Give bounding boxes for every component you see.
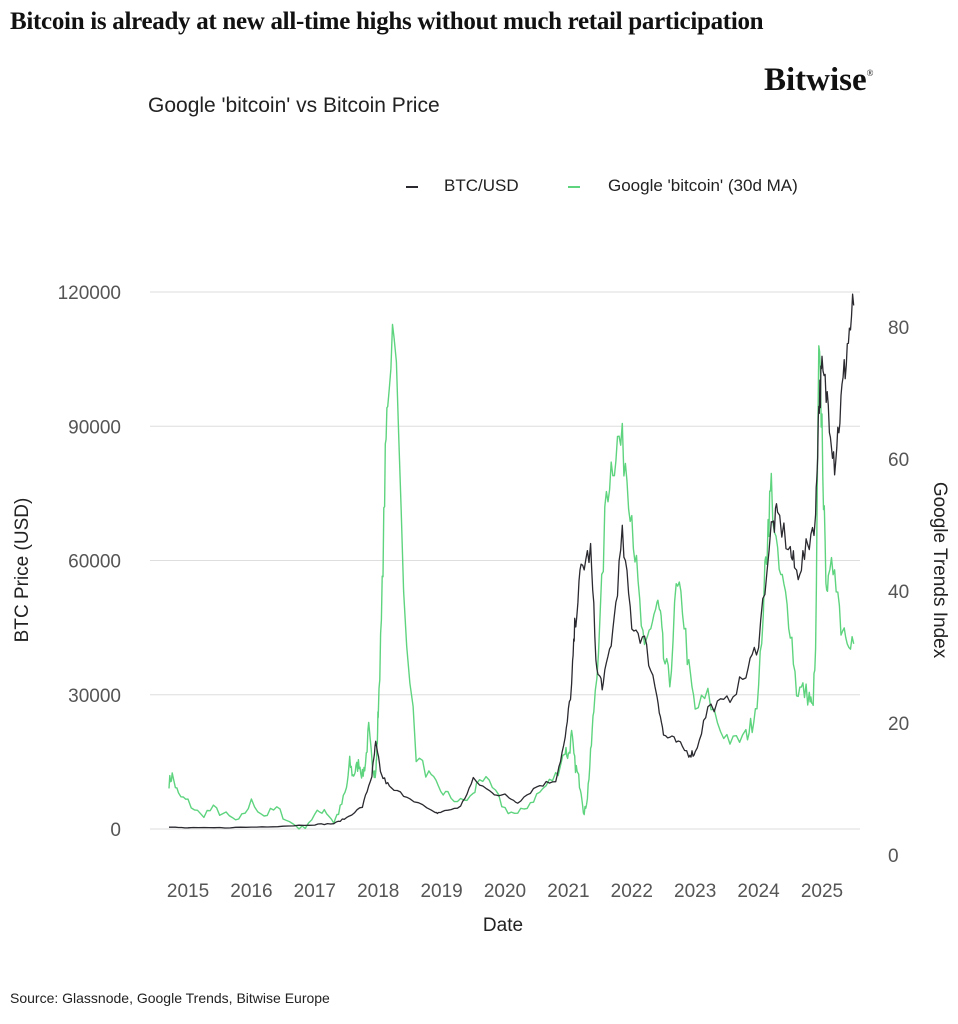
headline: Bitcoin is already at new all-time highs… xyxy=(10,8,764,35)
x-tick-label: 2022 xyxy=(611,881,653,902)
x-tick-label: 2016 xyxy=(230,881,272,902)
series-line-google-bitcoin xyxy=(168,323,855,830)
x-tick-label: 2015 xyxy=(167,881,209,902)
x-tick-label: 2018 xyxy=(357,881,399,902)
bitwise-logo: Bitwise® xyxy=(764,62,874,99)
y2-tick-label: 40 xyxy=(888,582,909,603)
x-tick-label: 2024 xyxy=(737,881,780,902)
legend-swatch-btc xyxy=(406,186,418,188)
x-axis-title: Date xyxy=(483,915,523,936)
y-tick-label: 0 xyxy=(110,820,121,841)
y-tick-label: 90000 xyxy=(68,417,121,438)
y-tick-label: 120000 xyxy=(58,283,121,304)
registered-mark: ® xyxy=(866,68,874,78)
y2-tick-label: 0 xyxy=(888,846,899,867)
x-tick-label: 2020 xyxy=(484,881,526,902)
x-tick-label: 2021 xyxy=(547,881,589,902)
source-note: Source: Glassnode, Google Trends, Bitwis… xyxy=(10,990,330,1006)
y2-tick-label: 80 xyxy=(888,318,909,339)
chart-title: Google 'bitcoin' vs Bitcoin Price xyxy=(148,94,440,117)
series-line-btc-usd xyxy=(168,293,855,829)
y-axis-title: BTC Price (USD) xyxy=(12,498,33,643)
y2-tick-label: 20 xyxy=(888,714,909,735)
y-tick-label: 30000 xyxy=(68,686,121,707)
legend-label-btc: BTC/USD xyxy=(444,176,519,195)
legend-label-google: Google 'bitcoin' (30d MA) xyxy=(608,176,798,195)
x-tick-label: 2023 xyxy=(674,881,716,902)
y2-tick-label: 60 xyxy=(888,450,909,471)
legend-swatch-google xyxy=(568,186,580,188)
y-tick-label: 60000 xyxy=(68,552,121,573)
brand-name: Bitwise xyxy=(764,62,867,98)
y2-axis-title: Google Trends Index xyxy=(929,482,950,659)
x-tick-label: 2017 xyxy=(294,881,336,902)
x-tick-label: 2019 xyxy=(420,881,462,902)
x-tick-label: 2025 xyxy=(801,881,843,902)
